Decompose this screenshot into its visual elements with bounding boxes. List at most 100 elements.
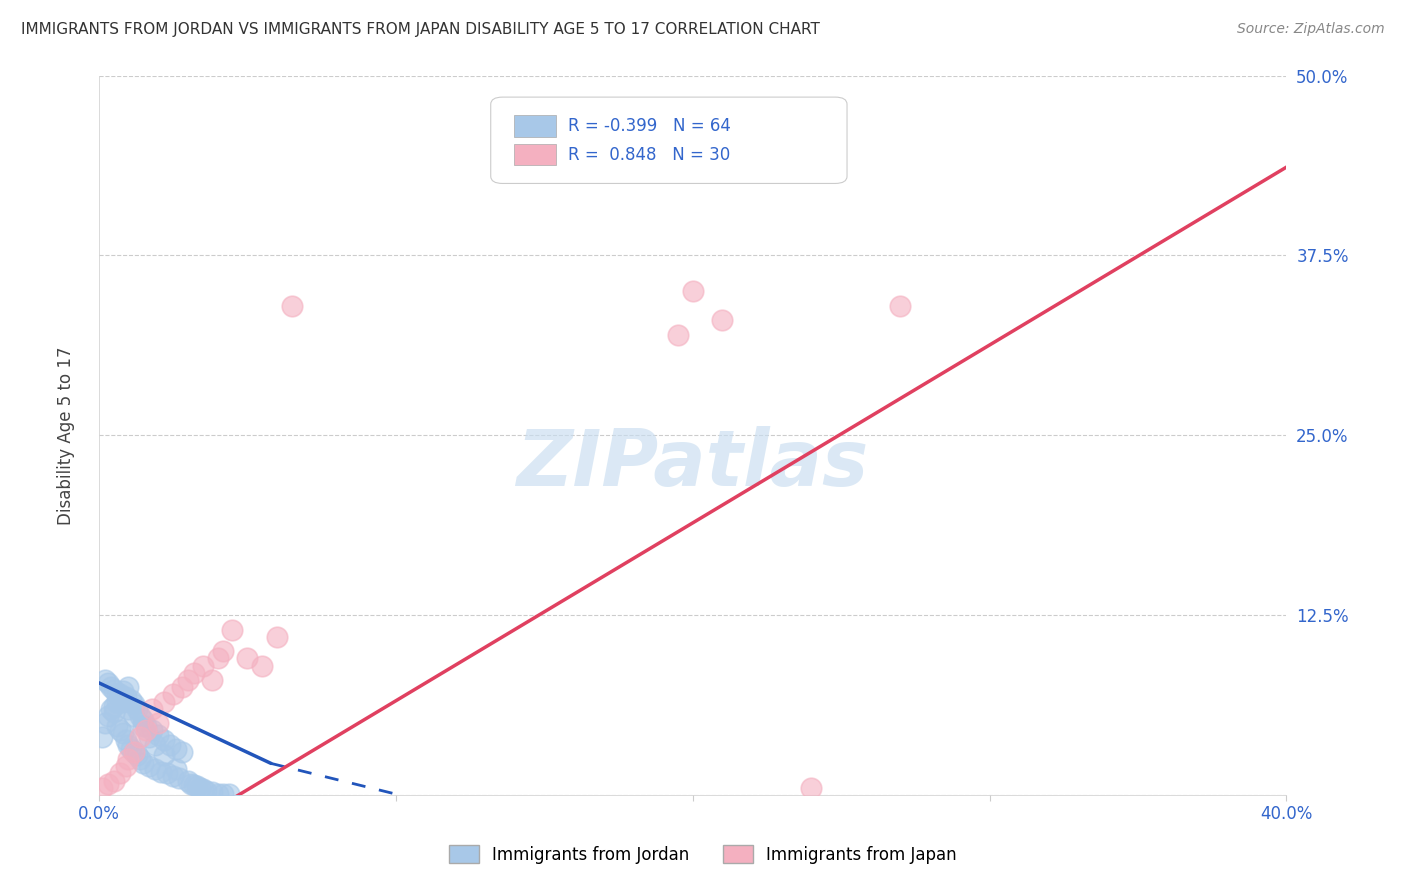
Point: [250, 658, 273, 673]
Point: [191, 658, 214, 673]
Point: [150, 765, 173, 780]
Point: [183, 665, 205, 680]
Point: [212, 787, 235, 801]
Point: [117, 680, 139, 694]
Point: [165, 762, 187, 776]
Point: [138, 731, 160, 745]
Point: [124, 745, 146, 759]
Legend: Immigrants from Jordan, Immigrants from Japan: Immigrants from Jordan, Immigrants from …: [443, 838, 963, 871]
Point: [201, 673, 224, 687]
Text: R =  0.848   N = 30: R = 0.848 N = 30: [568, 145, 730, 163]
Point: [132, 756, 155, 771]
Point: [212, 644, 235, 658]
Point: [180, 776, 202, 790]
Point: [186, 780, 208, 794]
FancyBboxPatch shape: [491, 97, 846, 184]
Point: [108, 723, 131, 738]
Point: [93, 673, 115, 687]
Point: [167, 771, 190, 785]
Point: [188, 780, 211, 795]
Point: [194, 783, 217, 797]
Point: [111, 684, 134, 698]
Point: [177, 673, 200, 687]
Text: ZIPatlas: ZIPatlas: [516, 426, 869, 502]
Point: [105, 719, 128, 733]
Point: [236, 651, 259, 665]
Point: [124, 698, 146, 712]
Text: IMMIGRANTS FROM JORDAN VS IMMIGRANTS FROM JAPAN DISABILITY AGE 5 TO 17 CORRELATI: IMMIGRANTS FROM JORDAN VS IMMIGRANTS FRO…: [21, 22, 820, 37]
Point: [156, 766, 179, 780]
Point: [120, 693, 142, 707]
Point: [105, 687, 128, 701]
Point: [97, 675, 120, 690]
Point: [105, 694, 128, 708]
Point: [108, 687, 131, 701]
Point: [159, 738, 181, 752]
Point: [132, 713, 155, 727]
Point: [135, 719, 157, 733]
Point: [97, 709, 120, 723]
Point: [800, 780, 823, 795]
Point: [170, 745, 193, 759]
Bar: [515, 144, 555, 165]
Point: [281, 299, 304, 313]
Point: [120, 742, 142, 756]
Point: [108, 690, 131, 705]
Point: [103, 698, 125, 713]
Point: [218, 787, 240, 801]
Point: [666, 327, 689, 342]
Point: [143, 762, 166, 776]
Point: [148, 716, 170, 731]
Point: [165, 742, 187, 756]
Point: [114, 759, 136, 773]
Point: [183, 778, 205, 792]
Point: [191, 782, 214, 797]
Point: [162, 687, 184, 701]
Point: [103, 773, 125, 788]
Point: [221, 623, 243, 637]
Point: [129, 709, 152, 723]
Point: [682, 285, 704, 299]
Point: [148, 728, 170, 742]
Point: [124, 709, 146, 723]
Text: Source: ZipAtlas.com: Source: ZipAtlas.com: [1237, 22, 1385, 37]
Point: [114, 733, 136, 747]
Point: [103, 683, 125, 698]
Point: [90, 731, 112, 745]
Point: [201, 785, 224, 799]
Point: [207, 651, 229, 665]
Point: [207, 787, 229, 801]
Point: [127, 747, 149, 762]
Point: [117, 738, 139, 752]
Point: [93, 716, 115, 731]
Y-axis label: Disability Age 5 to 17: Disability Age 5 to 17: [58, 346, 75, 524]
Point: [153, 694, 176, 708]
Point: [108, 766, 131, 780]
Point: [124, 745, 146, 759]
Point: [100, 702, 122, 716]
Point: [177, 773, 200, 788]
Point: [132, 719, 155, 733]
Point: [711, 313, 734, 327]
Point: [111, 726, 134, 740]
Point: [141, 702, 163, 716]
Point: [162, 769, 184, 783]
Point: [90, 780, 112, 795]
Point: [153, 733, 176, 747]
Point: [103, 705, 125, 719]
Point: [170, 680, 193, 694]
Point: [97, 776, 120, 790]
Bar: [515, 115, 555, 136]
Text: R = -0.399   N = 64: R = -0.399 N = 64: [568, 117, 731, 135]
Point: [100, 680, 122, 694]
Point: [135, 723, 157, 738]
Point: [117, 702, 139, 716]
Point: [266, 630, 288, 644]
Point: [129, 731, 152, 745]
Point: [117, 752, 139, 766]
Point: [129, 752, 152, 766]
Point: [141, 723, 163, 738]
Point: [153, 747, 176, 762]
Point: [111, 694, 134, 708]
Point: [138, 759, 160, 773]
